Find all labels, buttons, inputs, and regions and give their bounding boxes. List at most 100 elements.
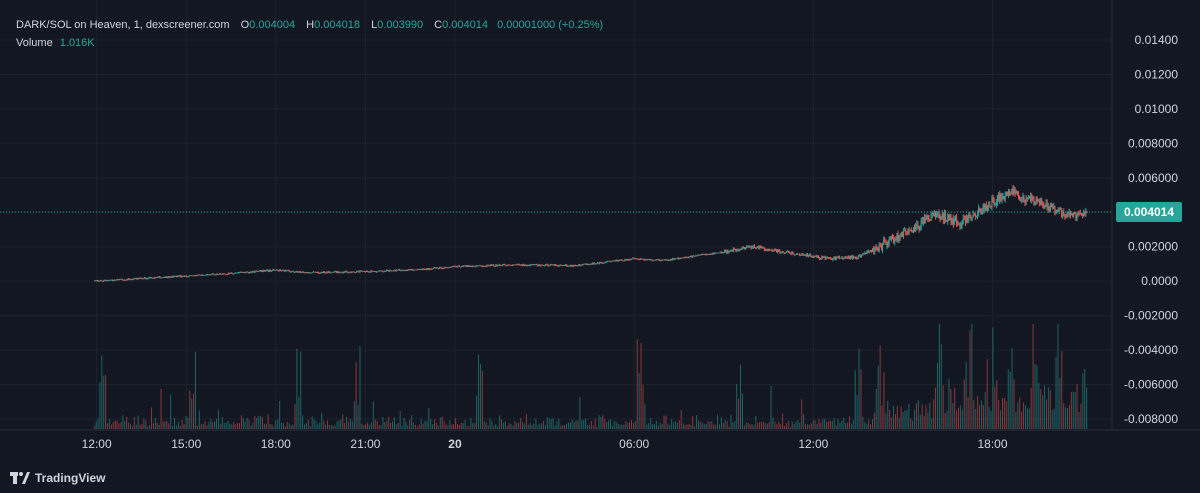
candle-body	[743, 247, 745, 250]
volume-bar	[623, 424, 625, 429]
volume-bar	[900, 406, 902, 429]
candle-body	[571, 265, 573, 267]
volume-bar	[500, 419, 502, 429]
volume-bar	[780, 424, 782, 429]
candle-body	[609, 261, 611, 262]
volume-bar	[447, 425, 449, 429]
candle-body	[358, 271, 360, 273]
candle-body	[745, 248, 747, 250]
candle-body	[509, 264, 511, 266]
candle-body	[875, 247, 877, 248]
candle-body	[1040, 200, 1042, 203]
volume-bar	[879, 345, 881, 429]
volume-bar	[959, 405, 961, 429]
candle-body	[140, 277, 142, 279]
candle-body	[587, 263, 589, 265]
candle-body	[227, 272, 229, 275]
candle-body	[146, 278, 148, 280]
candle-body	[117, 279, 119, 281]
candle-body	[674, 258, 676, 260]
volume-bar	[938, 324, 940, 429]
candle-body	[948, 214, 950, 221]
candle-body	[917, 224, 919, 227]
candle-body	[789, 252, 791, 254]
candle-body	[1078, 212, 1080, 214]
candle-body	[106, 280, 108, 282]
symbol-title[interactable]: DARK/SOL on Heaven, 1, dexscreener.com	[16, 19, 230, 31]
candle-body	[427, 268, 429, 270]
candle-body	[1063, 212, 1065, 216]
candle-body	[163, 277, 165, 278]
volume-bar	[99, 382, 101, 429]
high-value: 0.004018	[314, 19, 361, 31]
volume-bar	[395, 423, 397, 429]
candle-body	[214, 274, 216, 276]
candle-body	[198, 274, 200, 276]
candle-body	[168, 276, 170, 278]
candle-body	[441, 267, 443, 269]
volume-bar	[759, 421, 761, 429]
volume-bar	[254, 415, 256, 429]
candle-body	[1072, 214, 1074, 216]
candle-body	[108, 280, 110, 281]
candle-body	[974, 215, 976, 217]
candle-body	[157, 277, 159, 278]
tradingview-attribution[interactable]: TradingView	[10, 471, 105, 485]
candle-body	[914, 227, 916, 231]
candle-body	[287, 270, 289, 271]
volume-bar	[533, 423, 535, 429]
candle-body	[608, 261, 610, 262]
volume-bar	[562, 425, 564, 429]
volume-bar	[925, 405, 927, 429]
volume-bar	[244, 421, 246, 429]
candle-body	[641, 258, 643, 260]
candle-body	[438, 267, 440, 269]
candle-body	[933, 212, 935, 214]
candle-body	[526, 264, 528, 266]
candle-body	[271, 271, 273, 272]
volume-bar	[655, 420, 657, 429]
candle-body	[959, 224, 961, 226]
candle-body	[303, 271, 305, 273]
candle-body	[859, 255, 861, 258]
volume-bar	[975, 409, 977, 429]
volume-bar	[831, 420, 833, 429]
candle-body	[656, 259, 658, 261]
volume-bar	[961, 409, 963, 429]
candle-body	[304, 272, 306, 274]
candle-body	[556, 264, 558, 266]
volume-bar	[726, 421, 728, 429]
candle-body	[872, 248, 874, 252]
candle-body	[105, 280, 107, 282]
volume-bar	[885, 413, 887, 429]
volume-bar	[684, 424, 686, 429]
candle-body	[852, 256, 854, 259]
candle-body	[993, 201, 995, 206]
candle-body	[466, 265, 468, 267]
candle-body	[504, 264, 506, 266]
candle-body	[219, 273, 221, 275]
volume-bar	[730, 414, 732, 429]
volume-label[interactable]: Volume	[16, 37, 53, 49]
candle-body	[310, 272, 312, 274]
candle-body	[263, 270, 265, 272]
close-value: 0.004014	[442, 19, 488, 31]
candle-body	[728, 251, 730, 253]
candle-body	[200, 275, 202, 276]
volume-bar	[302, 415, 304, 429]
volume-bar	[560, 425, 562, 429]
candle-body	[471, 266, 473, 268]
candle-body	[465, 265, 467, 267]
volume-bar	[409, 419, 411, 429]
volume-bar	[847, 422, 849, 429]
candle-body	[340, 271, 342, 273]
candle-body	[257, 271, 259, 272]
volume-bar	[979, 405, 981, 429]
candle-body	[738, 249, 740, 251]
volume-bar	[946, 410, 948, 429]
candle-body	[299, 271, 301, 273]
volume-bar	[126, 416, 128, 429]
candle-body	[893, 238, 895, 243]
candle-body	[795, 253, 797, 255]
